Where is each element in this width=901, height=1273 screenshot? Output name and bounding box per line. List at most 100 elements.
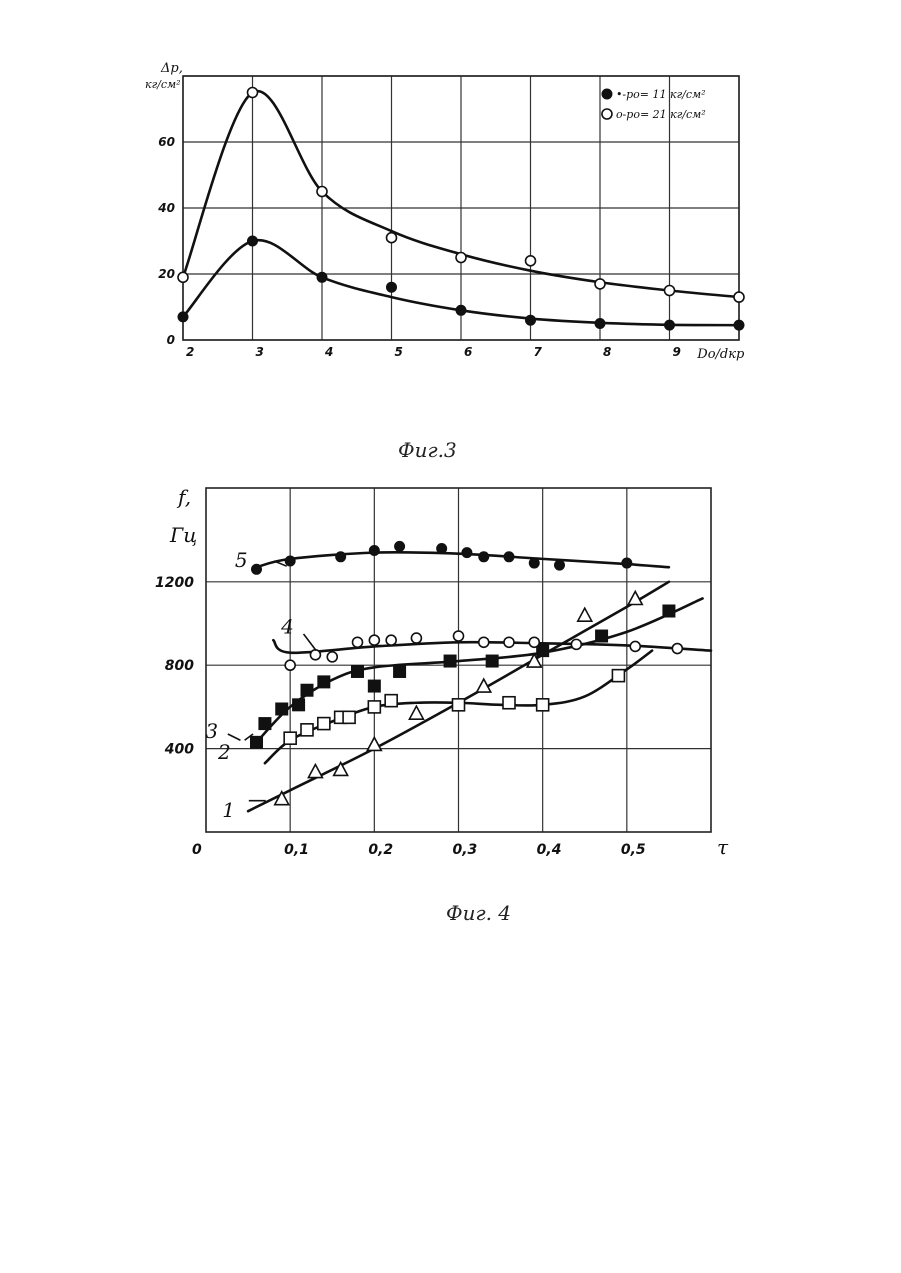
- figure-4-caption: Фиг. 4: [446, 901, 511, 925]
- fig4-data-point: [369, 635, 379, 645]
- fig4-data-point: [285, 660, 295, 670]
- fig4-data-point: [411, 633, 421, 643]
- fig3-x-tick-label: 9: [673, 345, 681, 359]
- fig4-curve-label: 3: [205, 719, 218, 743]
- fig3-data-point: [526, 315, 536, 325]
- fig4-data-point: [369, 546, 379, 556]
- fig4-x-tick-label: 0,1: [284, 842, 309, 858]
- fig4-y-axis-unit: Гц: [169, 523, 197, 547]
- figure-3-chart: 234567890204060Dо/dкрΔp,кг/см²•-pо= 11 к…: [0, 50, 901, 380]
- fig4-data-point: [395, 541, 405, 551]
- figure-3-caption: Фиг.3: [398, 438, 457, 462]
- fig3-x-tick-label: 5: [395, 345, 403, 359]
- fig4-y-tick-label: 400: [164, 742, 194, 758]
- fig4-data-point: [368, 701, 380, 713]
- fig4-data-point: [252, 564, 262, 574]
- fig3-data-point: [248, 88, 258, 98]
- fig4-data-point: [453, 699, 465, 711]
- fig4-x-tick-label: 0,5: [621, 842, 646, 858]
- fig4-curve-label-leader: [304, 634, 317, 651]
- fig4-data-point: [504, 552, 514, 562]
- fig3-data-point: [665, 286, 675, 296]
- figure-4-chart: 00,10,20,30,40,54008001200τf,Гц45213: [0, 470, 901, 890]
- fig4-data-point: [310, 650, 320, 660]
- fig4-data-point: [529, 558, 539, 568]
- fig3-x-axis-label: Dо/dкр: [696, 347, 745, 362]
- fig4-y-axis-label: f,: [176, 485, 191, 509]
- fig3-legend-marker: [602, 109, 612, 119]
- fig3-x-tick-label: 4: [324, 345, 333, 359]
- fig3-y-tick-label: 0: [167, 333, 175, 347]
- fig4-y-tick-label: 800: [165, 658, 194, 674]
- fig4-curve-label: 5: [235, 548, 248, 572]
- fig4-data-point: [504, 637, 514, 647]
- fig4-data-point: [318, 676, 330, 688]
- fig4-y-tick-label: 1200: [155, 575, 194, 591]
- fig3-data-point: [178, 272, 188, 282]
- fig4-data-point: [663, 605, 675, 617]
- fig4-curve-label: 4: [280, 615, 294, 639]
- fig4-data-point: [368, 680, 380, 692]
- fig3-data-point: [248, 236, 258, 246]
- fig3-data-point: [456, 305, 466, 315]
- fig4-data-point: [537, 645, 549, 657]
- fig4-data-point: [285, 556, 295, 566]
- fig3-data-point: [734, 292, 744, 302]
- fig4-data-point: [444, 655, 456, 667]
- fig3-data-point: [665, 320, 675, 330]
- fig3-legend-entry: о-pо= 21 кг/см²: [616, 108, 706, 121]
- fig3-data-point: [526, 256, 536, 266]
- fig4-data-point: [409, 706, 423, 719]
- fig4-data-point: [301, 684, 313, 696]
- fig4-x-tick-label: 0,4: [537, 842, 562, 858]
- fig3-y-tick-label: 40: [157, 201, 175, 215]
- fig4-data-point: [301, 724, 313, 736]
- fig4-data-point: [352, 665, 364, 677]
- fig4-data-point: [462, 548, 472, 558]
- fig4-x-tick-label: 0,3: [453, 842, 478, 858]
- fig3-x-tick-label: 7: [534, 345, 543, 359]
- fig4-data-point: [612, 670, 624, 682]
- fig4-data-point: [251, 736, 263, 748]
- fig4-data-point: [630, 641, 640, 651]
- fig3-data-point: [387, 282, 397, 292]
- fig4-data-point: [454, 631, 464, 641]
- fig4-data-point: [386, 635, 396, 645]
- fig4-data-point: [555, 560, 565, 570]
- fig4-data-point: [479, 637, 489, 647]
- fig4-x-tick-label: 0,2: [368, 842, 393, 858]
- fig3-data-point: [734, 320, 744, 330]
- fig4-data-point: [367, 737, 381, 750]
- fig4-data-point: [385, 695, 397, 707]
- fig4-data-point: [259, 718, 271, 730]
- fig3-data-point: [595, 319, 605, 329]
- fig3-y-tick-label: 60: [158, 135, 175, 149]
- fig4-data-point: [327, 652, 337, 662]
- fig4-data-point: [284, 732, 296, 744]
- fig3-y-axis-unit: кг/см²: [145, 78, 181, 91]
- fig4-series-line-4: [273, 640, 711, 653]
- fig3-legend-marker: [602, 89, 612, 99]
- fig4-data-point: [394, 665, 406, 677]
- fig4-data-point: [622, 558, 632, 568]
- fig4-data-point: [578, 608, 592, 621]
- fig4-data-point: [276, 703, 288, 715]
- fig4-data-point: [596, 630, 608, 642]
- fig4-data-point: [293, 699, 305, 711]
- fig4-data-point: [336, 552, 346, 562]
- fig3-x-tick-label: 8: [603, 345, 611, 359]
- fig3-x-tick-label: 3: [256, 345, 264, 359]
- fig4-curve-label: 2: [217, 740, 231, 764]
- fig4-data-point: [503, 697, 515, 709]
- fig3-x-tick-label: 2: [186, 345, 194, 359]
- fig4-data-point: [537, 699, 549, 711]
- fig4-x-tick-label: 0: [192, 842, 202, 858]
- fig4-data-point: [479, 552, 489, 562]
- fig3-data-point: [178, 312, 188, 322]
- fig3-y-tick-label: 20: [158, 267, 175, 281]
- fig4-data-point: [318, 718, 330, 730]
- fig4-data-point: [571, 639, 581, 649]
- fig4-data-point: [672, 644, 682, 654]
- fig4-data-point: [437, 543, 447, 553]
- fig3-data-point: [317, 272, 327, 282]
